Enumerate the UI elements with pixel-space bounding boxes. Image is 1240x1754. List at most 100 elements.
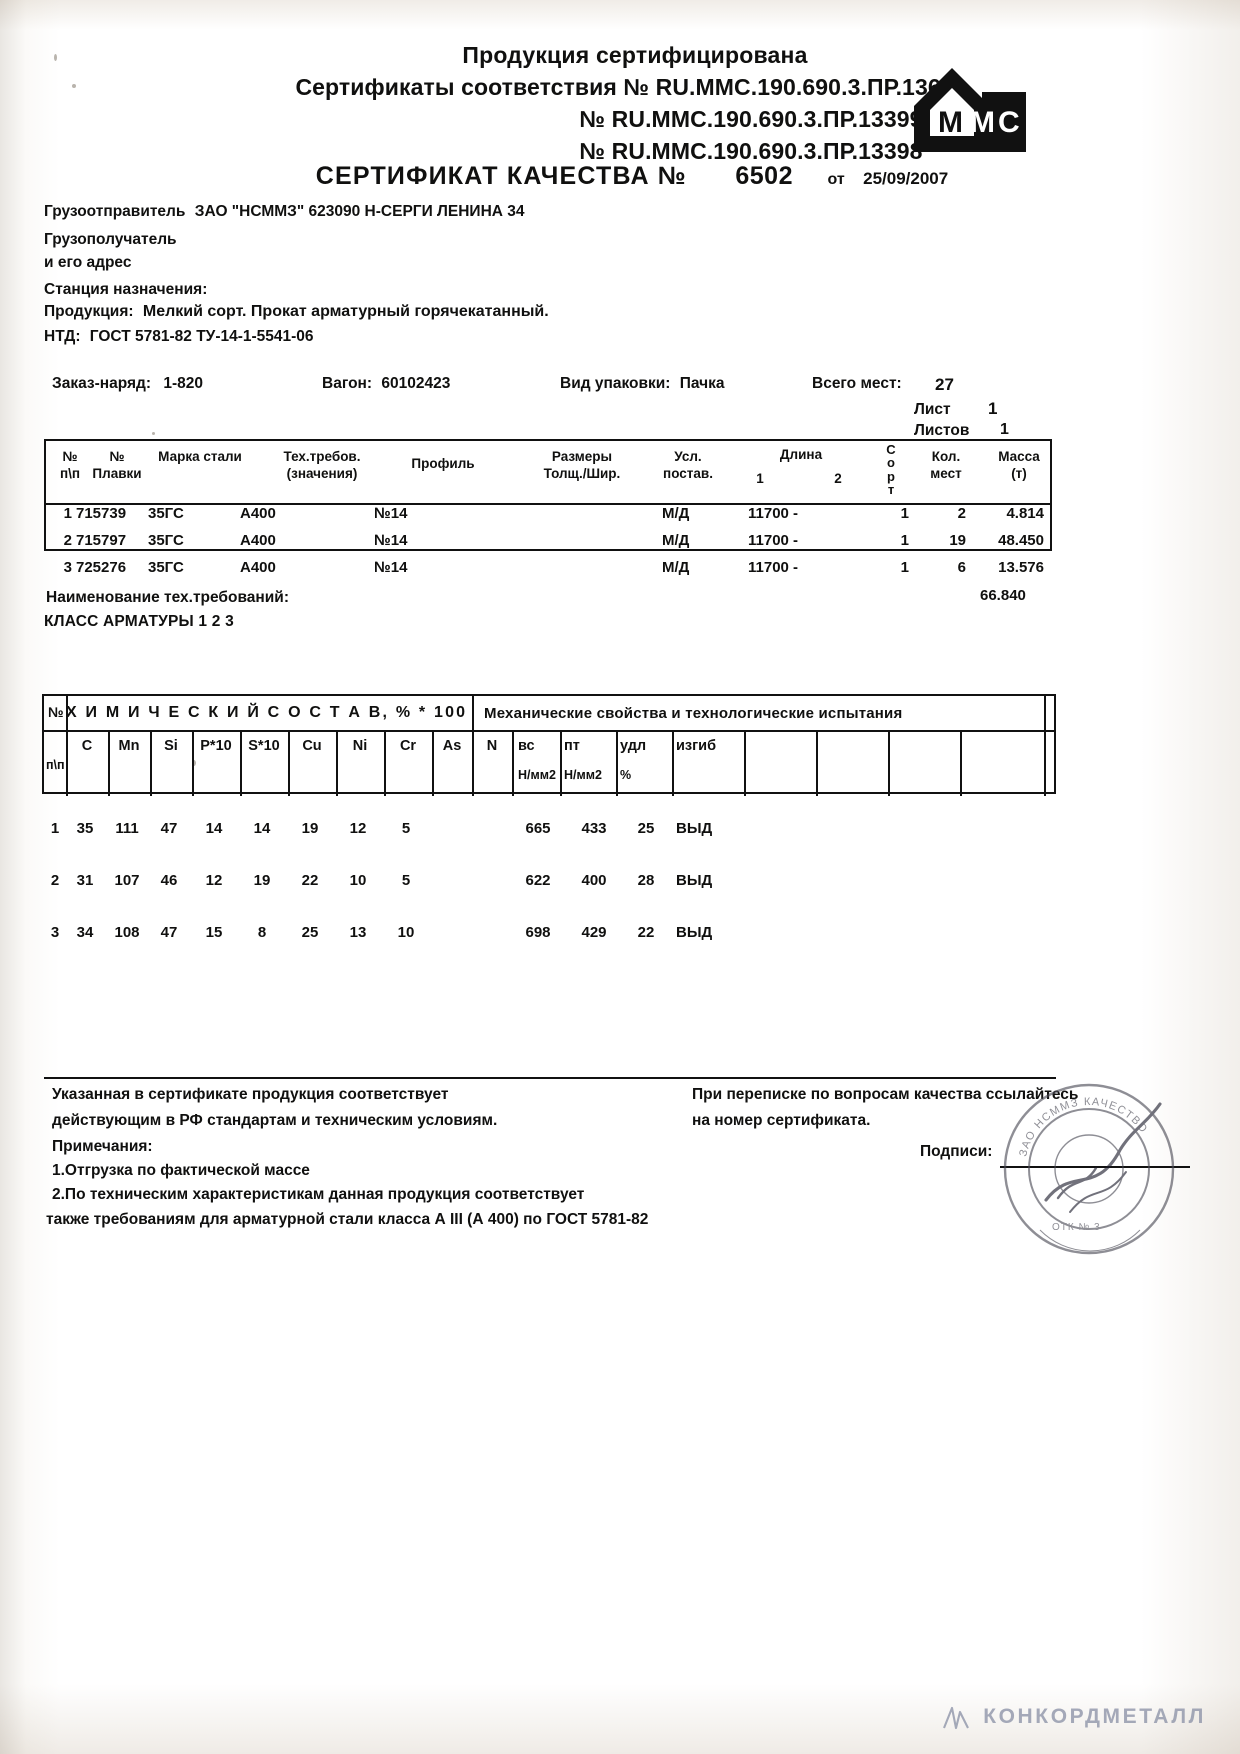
cell-supply: М/Д [662, 559, 690, 576]
cell-s: 19 [253, 872, 271, 889]
cell-length-1: 11700 - [748, 505, 799, 522]
conformity-certificate-line-2: № RU.ММС.190.690.3.ПР.13399 [579, 106, 923, 132]
table-row: 2 715797 35ГС А400 №14 М/Д 11700 - 1 19 … [44, 532, 1052, 559]
chemical-table-header: № Х И М И Ч Е С К И Й С О С Т А В, % * 1… [42, 694, 1056, 796]
cell-tech-requirement: А400 [240, 532, 276, 549]
cell-cr: 10 [397, 924, 415, 941]
note-2: 2.По техническим характеристикам данная … [52, 1186, 585, 1203]
cell-row-number: 2 [63, 532, 72, 549]
th-element-mn: Mn [118, 738, 140, 754]
company-watermark-text: КОНКОРДМЕТАЛЛ [983, 1705, 1206, 1728]
cell-profile: №14 [374, 559, 408, 576]
th-profile: Профиль [411, 456, 475, 471]
packaging-label: Вид упаковки: [560, 375, 671, 392]
certificate-number: 6502 [735, 162, 793, 190]
th-mass: Масса (т) [998, 449, 1040, 481]
ntd-label: НТД: [44, 328, 81, 345]
cell-profile: №14 [374, 505, 408, 522]
th-row-number: № п\п [59, 449, 81, 481]
cell-heat-number: 715797 [76, 532, 127, 549]
th-steel-grade: Марка стали [158, 449, 242, 464]
certification-header: Продукция сертифицирована Сертификаты со… [0, 42, 1240, 165]
date-prefix-label: от [827, 171, 845, 188]
svg-text:М: М [970, 106, 995, 139]
tech-requirements-name-label: Наименование тех.требований: [46, 589, 289, 606]
cell-ni: 12 [349, 820, 367, 837]
cell-mn: 111 [115, 820, 139, 837]
cell-heat-number: 715739 [76, 505, 127, 522]
cell-mn: 108 [114, 924, 140, 941]
total-places-value: 27 [935, 375, 954, 394]
cell-tech-requirement: А400 [240, 559, 276, 576]
certified-product-line: Продукция сертифицирована [462, 42, 808, 68]
shipper-value: ЗАО "НСММЗ" 623090 Н-СЕРГИ ЛЕНИНА 34 [194, 203, 525, 220]
order-field: Заказ-наряд: 1-820 [52, 375, 203, 393]
mechanical-properties-title: Механические свойства и технологические … [484, 705, 903, 722]
cell-p: 14 [205, 820, 223, 837]
th-places-count: Кол. мест [930, 449, 962, 481]
packaging-value: Пачка [679, 375, 725, 392]
ntd-row: НТД: ГОСТ 5781-82 ТУ-14-1-5541-06 [44, 328, 314, 346]
th-tech-requirements: Тех.требов. (значения) [283, 449, 361, 481]
th-heat-number: № Плавки [92, 449, 142, 481]
cell-ni: 10 [349, 872, 367, 889]
shipper-row: Грузоотправитель ЗАО "НСММЗ" 623090 Н-СЕ… [44, 203, 525, 221]
destination-station-label: Станция назначения: [44, 281, 208, 298]
table-row: 1 35 111 47 14 14 19 12 5 665 433 25 ВЫД [42, 820, 1056, 872]
cell-s: 8 [257, 924, 267, 941]
cell-sort: 1 [900, 559, 909, 576]
chemical-subheader-band: п\п C Mn Si P*10 S*10 Cu Ni Cr As N вс Н… [44, 730, 1054, 796]
wagon-value: 60102423 [381, 375, 451, 392]
cell-p: 15 [205, 924, 223, 941]
divider [288, 732, 290, 796]
th-element-s: S*10 [248, 738, 280, 754]
divider [816, 732, 818, 796]
cell-bend: ВЫД [676, 872, 713, 889]
cell-elongation: 22 [637, 924, 655, 941]
divider [672, 732, 674, 796]
divider [960, 732, 962, 796]
cell-yield: 433 [581, 820, 607, 837]
cell-places: 19 [949, 532, 966, 549]
signatures-label: Подписи: [920, 1143, 993, 1160]
divider [472, 696, 474, 730]
svg-text:М: М [938, 106, 963, 139]
divider [472, 732, 474, 796]
cell-supply: М/Д [662, 505, 690, 522]
cell-c: 35 [76, 820, 94, 837]
mmc-logo-icon: М М С [914, 68, 1026, 152]
ntd-value: ГОСТ 5781-82 ТУ-14-1-5541-06 [89, 328, 314, 345]
cell-heat-number: 725276 [76, 559, 127, 576]
cell-cu: 19 [301, 820, 319, 837]
sheets-total-label: Листов [914, 422, 970, 439]
cell-p: 12 [205, 872, 223, 889]
conformity-certificate-line-1: Сертификаты соответствия № RU.ММС.190.69… [295, 74, 967, 100]
th-element-as: As [442, 738, 462, 754]
cell-steel-grade: 35ГС [148, 505, 184, 522]
cell-sort: 1 [900, 532, 909, 549]
divider [744, 732, 746, 796]
svg-text:С: С [998, 106, 1020, 139]
cell-tensile: 665 [525, 820, 551, 837]
note-1: 1.Отгрузка по фактической массе [52, 1162, 310, 1179]
cell-yield: 429 [581, 924, 607, 941]
th-element-si: Si [164, 738, 178, 754]
order-info-row: Заказ-наряд: 1-820 Вагон: 60102423 Вид у… [0, 375, 1240, 397]
divider [384, 732, 386, 796]
cell-places: 2 [957, 505, 966, 522]
signature-line [1000, 1166, 1190, 1168]
sheet-value: 1 [988, 399, 998, 418]
wagon-label: Вагон: [322, 375, 373, 392]
th-element-n: N [486, 738, 498, 754]
company-watermark: КОНКОРДМЕТАЛЛ [941, 1702, 1206, 1732]
cell-yield: 400 [581, 872, 607, 889]
th-chem-number: № [48, 704, 64, 720]
footer-separator [44, 1077, 1056, 1079]
th-elongation: удл % [620, 738, 676, 782]
shipper-label: Грузоотправитель [44, 203, 186, 220]
product-label: Продукция: [44, 303, 134, 320]
cell-ni: 13 [349, 924, 367, 941]
cell-chem-row-number: 2 [50, 872, 60, 889]
divider [150, 732, 152, 796]
